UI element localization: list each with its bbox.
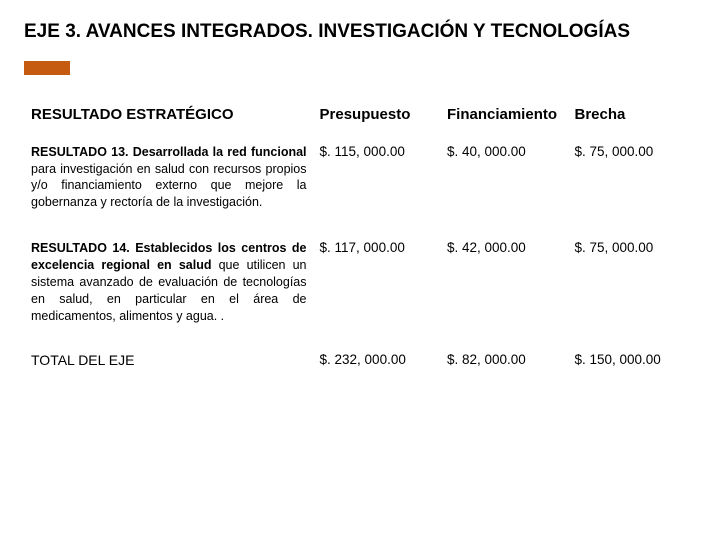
total-gap: $. 150, 000.00	[568, 343, 696, 376]
table-total-row: TOTAL DEL EJE $. 232, 000.00 $. 82, 000.…	[25, 343, 696, 376]
col-header-budget: Presupuesto	[313, 99, 440, 133]
financing-cell: $. 40, 000.00	[441, 133, 568, 230]
results-table: RESULTADO ESTRATÉGICO Presupuesto Financ…	[24, 99, 696, 377]
result-cell: RESULTADO 13. Desarrollada la red funcio…	[25, 133, 314, 230]
result-rest: para investigación en salud con recursos…	[31, 162, 307, 210]
col-header-financing: Financiamiento	[441, 99, 568, 133]
table-header-row: RESULTADO ESTRATÉGICO Presupuesto Financ…	[25, 99, 696, 133]
total-financing: $. 82, 000.00	[441, 343, 568, 376]
col-header-gap: Brecha	[568, 99, 696, 133]
gap-cell: $. 75, 000.00	[568, 230, 696, 343]
result-lead: RESULTADO 13. Desarrollada la red funcio…	[31, 145, 307, 159]
accent-bar	[24, 61, 70, 75]
gap-cell: $. 75, 000.00	[568, 133, 696, 230]
budget-cell: $. 115, 000.00	[313, 133, 440, 230]
table-row: RESULTADO 13. Desarrollada la red funcio…	[25, 133, 696, 230]
total-budget: $. 232, 000.00	[313, 343, 440, 376]
total-label: TOTAL DEL EJE	[25, 343, 314, 376]
slide-title: EJE 3. AVANCES INTEGRADOS. INVESTIGACIÓN…	[24, 20, 696, 45]
col-header-result: RESULTADO ESTRATÉGICO	[25, 99, 314, 133]
budget-cell: $. 117, 000.00	[313, 230, 440, 343]
table-row: RESULTADO 14. Establecidos los centros d…	[25, 230, 696, 343]
result-cell: RESULTADO 14. Establecidos los centros d…	[25, 230, 314, 343]
financing-cell: $. 42, 000.00	[441, 230, 568, 343]
